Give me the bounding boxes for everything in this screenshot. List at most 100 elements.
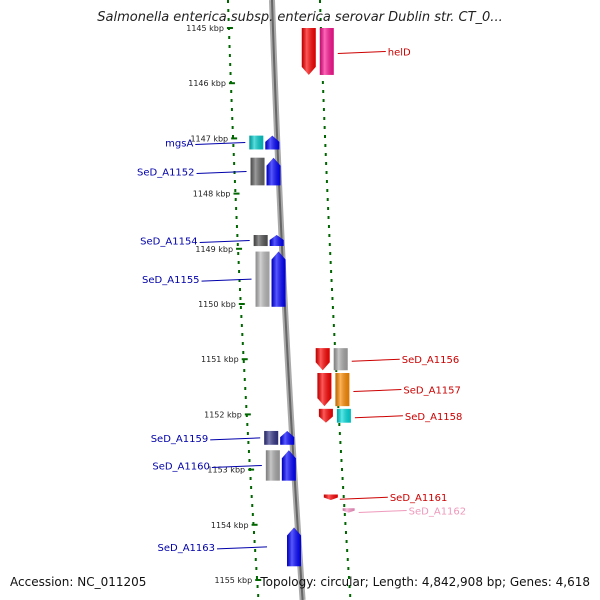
inner-ring-dot [246, 423, 249, 426]
gene-label-mgsA[interactable]: mgsA [165, 139, 193, 150]
inner-ring-dot [252, 522, 255, 525]
outer-ring-dot [322, 108, 325, 111]
gene-label-SeD_A1158[interactable]: SeD_A1158 [405, 412, 463, 423]
inner-ring-dot [242, 351, 245, 354]
cog-block-shade [264, 430, 279, 445]
outer-ring-dot [330, 279, 333, 282]
cog-layer [249, 28, 351, 481]
label-leader-SeD_A1152 [196, 171, 247, 175]
tick-label: 1155 kbp [215, 576, 253, 585]
gene-label-SeD_A1155[interactable]: SeD_A1155 [142, 275, 200, 286]
inner-ring-dot [233, 180, 236, 183]
label-leader-SeD_A1162 [358, 509, 407, 513]
label-leader-mgsA [195, 142, 246, 146]
cog-block-shade [333, 348, 348, 371]
gene-arrow-shade [269, 235, 284, 247]
inner-ring-dot [234, 198, 237, 201]
label-leader-SeD_A1160 [211, 464, 262, 468]
cog-block-shade [265, 450, 280, 481]
inner-ring-dot [243, 378, 246, 381]
cog-block-shade [336, 408, 351, 423]
outer-ring-dot [338, 423, 341, 426]
tick-label: 1153 kbp [207, 466, 245, 475]
outer-ring-dot [340, 459, 343, 462]
ring-dots [227, 0, 352, 597]
inner-ring-dot [251, 504, 254, 507]
inner-ring-dot [235, 225, 238, 228]
inner-ring-dot [240, 324, 243, 327]
cog-block-shade [253, 235, 268, 247]
inner-ring-dot [256, 585, 259, 588]
feature-layer [265, 28, 355, 567]
inner-ring-dot [230, 108, 233, 111]
label-leader-SeD_A1163 [216, 546, 268, 550]
gene-label-SeD_A1159[interactable]: SeD_A1159 [151, 434, 209, 445]
inner-ring-dot [245, 405, 248, 408]
tick-label: 1151 kbp [201, 355, 239, 364]
outer-ring-dot [323, 117, 326, 120]
gene-label-SeD_A1157[interactable]: SeD_A1157 [403, 386, 461, 397]
inner-ring-dot [236, 234, 239, 237]
cog-block-shade [249, 135, 264, 150]
inner-ring-dot [240, 315, 243, 318]
gene-label-SeD_A1152[interactable]: SeD_A1152 [137, 168, 195, 179]
outer-ring-dot [335, 369, 338, 372]
gene-arrow-shade [342, 508, 355, 513]
outer-ring-dot [330, 270, 333, 273]
outer-ring-dot [346, 549, 349, 552]
gene-label-helD[interactable]: helD [388, 47, 411, 58]
outer-ring-dot [319, 9, 322, 12]
gene-label-SeD_A1162[interactable]: SeD_A1162 [409, 506, 467, 517]
outer-ring-dot [348, 585, 351, 588]
gene-label-SeD_A1154[interactable]: SeD_A1154 [140, 237, 198, 248]
outer-ring-dot [341, 477, 344, 480]
inner-ring-dot [235, 207, 238, 210]
inner-ring-dot [247, 450, 250, 453]
tick-label: 1148 kbp [193, 190, 231, 199]
outer-ring-dot [347, 576, 350, 579]
gene-label-SeD_A1160[interactable]: SeD_A1160 [152, 461, 210, 472]
outer-ring-dot [327, 216, 330, 219]
outer-ring-dot [347, 567, 350, 570]
inner-ring-dot [238, 288, 241, 291]
outer-ring-dot [331, 306, 334, 309]
outer-ring-dot [343, 513, 346, 516]
inner-ring-dot [245, 414, 248, 417]
outer-ring-dot [332, 324, 335, 327]
outer-ring-dot [319, 0, 321, 3]
outer-ring-dot [332, 315, 335, 318]
inner-ring-dot [254, 549, 257, 552]
outer-ring-dot [344, 522, 347, 525]
inner-ring-dot [249, 477, 252, 480]
map-title: Salmonella enterica subsp. enterica sero… [97, 10, 503, 25]
inner-ring-dot [237, 261, 240, 264]
cog-block-shade [255, 251, 270, 307]
label-leader-SeD_A1159 [210, 437, 261, 441]
inner-ring-dot [254, 558, 257, 561]
inner-ring-dot [227, 0, 229, 3]
gene-arrow-shade [266, 157, 281, 186]
inner-ring-dot [250, 486, 253, 489]
gene-label-SeD_A1156[interactable]: SeD_A1156 [402, 355, 460, 366]
label-leader-SeD_A1156 [351, 358, 400, 362]
inner-ring-dot [257, 594, 260, 597]
gene-label-SeD_A1161[interactable]: SeD_A1161 [390, 493, 448, 504]
outer-ring-dot [337, 405, 340, 408]
tick-layer: 1145 kbp 1146 kbp 1147 kbp 1148 kbp 1149 kbp… [186, 24, 262, 585]
outer-ring-dot [324, 135, 327, 138]
inner-ring-dot [246, 432, 249, 435]
gene-arrow-shade [271, 251, 286, 307]
tick-label: 1154 kbp [211, 521, 249, 530]
inner-ring-dot [243, 369, 246, 372]
inner-ring-dot [241, 333, 244, 336]
gene-label-SeD_A1163[interactable]: SeD_A1163 [158, 543, 216, 554]
tick-label: 1152 kbp [204, 410, 242, 419]
inner-ring-dot [238, 279, 241, 282]
inner-ring-dot [232, 135, 235, 138]
inner-ring-dot [230, 99, 233, 102]
gene-arrow-shade [265, 135, 280, 150]
outer-ring-dot [327, 207, 330, 210]
outer-ring-dot [330, 288, 333, 291]
gene-arrow-shade [317, 373, 332, 407]
outer-ring-dot [325, 162, 328, 165]
